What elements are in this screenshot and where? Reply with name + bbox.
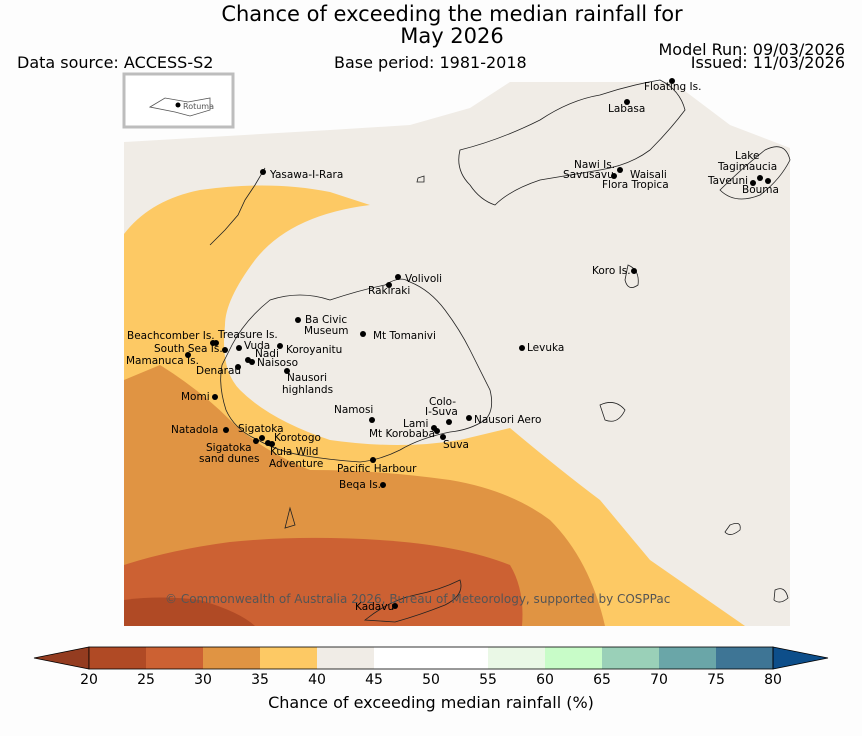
label-bacivic: Ba Civic [305, 314, 348, 326]
label-colo: Colo- [429, 396, 457, 408]
colorbar-segment [431, 647, 488, 669]
label-natadola: Natadola [171, 424, 219, 436]
colorbar-tick-label: 40 [308, 672, 326, 688]
label-nausori-highlands-1: Nausori [287, 372, 328, 384]
label-floating: Floating Is. [644, 81, 702, 93]
zone-20-25 [124, 597, 255, 626]
label-namosi: Namosi [334, 404, 374, 416]
label-nausori-highlands-2: highlands [282, 384, 334, 396]
label-volivoli: Volivoli [405, 273, 443, 285]
label-nadi: Nadi [255, 348, 279, 360]
colorbar-tick-label: 45 [365, 672, 383, 688]
label-kula-1: Kula Wild [270, 446, 319, 458]
label-flora: Flora Tropica [602, 179, 669, 191]
place-markers [175, 78, 771, 609]
label-bouma: Bouma [742, 184, 779, 196]
zone-25-30 [124, 537, 523, 626]
label-denarau: Denarau [196, 365, 242, 377]
colorbar-segment [374, 647, 431, 669]
label-suva: Suva [443, 439, 469, 451]
label-naisoso: Naisoso [257, 357, 298, 369]
label-korotogo: Korotogo [274, 432, 321, 444]
label-lake: Lake [735, 150, 760, 162]
label-mamanuca: Mamanuca Is. [126, 355, 199, 367]
issued-date: Issued: 11/03/2026 [690, 53, 845, 72]
colorbar-tick-label: 60 [536, 672, 554, 688]
label-sigatoka-dunes-1: Sigatoka [206, 442, 252, 454]
colorbar-tick-label: 20 [80, 672, 98, 688]
label-yasawa: Yasawa-I-Rara [270, 169, 344, 181]
label-korobaba: Mt Korobaba [369, 428, 436, 440]
colorbar-over-arrow [772, 646, 829, 670]
label-lami: Lami [403, 418, 429, 430]
base-period: Base period: 1981-2018 [334, 53, 527, 72]
label-isuva: I-Suva [425, 406, 458, 418]
label-vuda: Vuda [244, 340, 271, 352]
label-beqa: Beqa Is. [339, 479, 382, 491]
colorbar-under-arrow [33, 646, 90, 670]
rotuma-label: Rotuma [183, 102, 214, 111]
colorbar-tick-label: 70 [650, 672, 668, 688]
colorbar-tick-label: 55 [479, 672, 497, 688]
colorbar-tick-label: 65 [593, 672, 611, 688]
colorbar-tick-label: 30 [194, 672, 212, 688]
colorbar-segment [89, 647, 146, 669]
label-tagimaucia: Tagimaucia [718, 161, 778, 173]
label-treasure: Treasure Is. [218, 329, 278, 341]
map-title-line2: May 2026 [400, 24, 504, 48]
model-run: Model Run: 09/03/2026 [658, 40, 846, 59]
label-rakiraki: Rakiraki [368, 285, 411, 297]
label-museum: Museum [304, 325, 349, 337]
colorbar-segments [33, 646, 829, 670]
label-savusavu: Savusavu [563, 169, 614, 181]
colorbar-frame [88, 646, 774, 670]
label-koroyanitu: Koroyanitu [286, 344, 343, 356]
colorbar-segment [602, 647, 659, 669]
data-source: Data source: ACCESS-S2 [17, 53, 214, 72]
label-pacific-harbour: Pacific Harbour [337, 463, 417, 475]
colorbar-tick-label: 75 [707, 672, 725, 688]
label-momi: Momi [181, 391, 210, 403]
colorbar-segment [146, 647, 203, 669]
label-waisali: Waisali [630, 169, 667, 181]
label-kadavu: Kadavu [355, 601, 395, 613]
colorbar-segment [203, 647, 260, 669]
label-sigatoka-dunes-2: sand dunes [199, 453, 260, 465]
colorbar-tick-label: 25 [137, 672, 155, 688]
label-labasa: Labasa [608, 103, 646, 115]
colorbar-segment [659, 647, 716, 669]
label-koro: Koro Is. [592, 265, 631, 277]
colorbar-segment [488, 647, 545, 669]
copyright-notice: © Commonwealth of Australia 2026, Bureau… [165, 592, 671, 606]
colorbar-segment [545, 647, 602, 669]
label-tomanivi: Mt Tomanivi [373, 330, 436, 342]
rotuma-outline [148, 97, 211, 117]
coastlines [209, 79, 791, 623]
label-beachcomber: Beachcomber Is. [127, 330, 215, 342]
map-title-line1: Chance of exceeding the median rainfall … [221, 2, 683, 26]
colorbar-tick-label: 50 [422, 672, 440, 688]
colorbar-segment [317, 647, 374, 669]
label-southsea: South Sea Is. [154, 343, 223, 355]
label-kula-2: Adventure [269, 458, 324, 470]
colorbar-label: Chance of exceeding median rainfall (%) [268, 693, 594, 712]
colorbar-segment [716, 647, 773, 669]
label-levuka: Levuka [527, 342, 565, 354]
label-sigatoka: Sigatoka [238, 423, 284, 435]
label-nawi: Nawi Is. [574, 159, 616, 171]
zone-white-right [673, 82, 790, 148]
colorbar-segment [260, 647, 317, 669]
colorbar-tick-label: 80 [764, 672, 782, 688]
label-nausori-aero: Nausori Aero [474, 414, 542, 426]
colorbar-tick-label: 35 [251, 672, 269, 688]
label-taveuni: Taveuni [708, 175, 749, 187]
